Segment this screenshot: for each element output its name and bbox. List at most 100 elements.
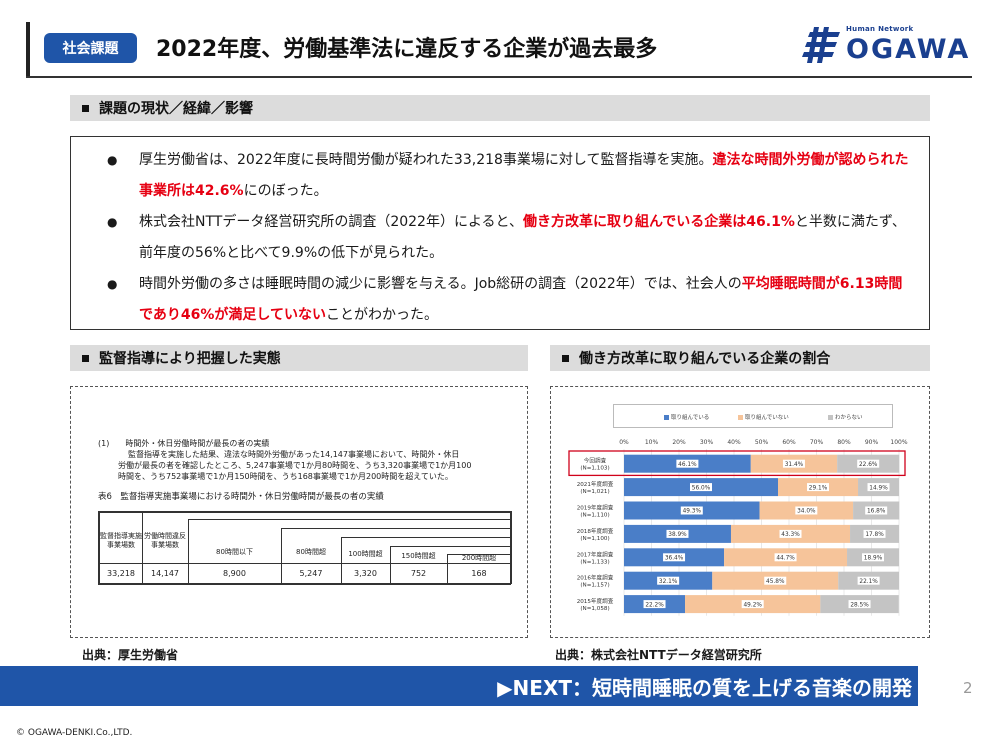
title-accent-bar [26,22,30,78]
table-value-cell: 8,900 [223,569,246,578]
next-topic-text: ▶NEXT：短時間睡眠の質を上げる音楽の開発 [497,675,912,700]
data-label: 36.4% [665,556,684,562]
logo-wordmark: OGAWA [846,34,971,65]
next-topic-banner: ▶NEXT：短時間睡眠の質を上げる音楽の開発 [0,666,918,706]
bullet-text-normal: ことがわかった。 [325,307,438,323]
table-value-cell: 33,218 [107,569,135,578]
bullet-dot-icon: ● [107,153,118,167]
copyright-notice: © OGAWA-DENKI.Co.,LTD. [16,728,133,738]
section-title: 働き方改革に取り組んでいる企業の割合 [579,351,831,367]
bullet-text-normal: 株式会社NTTデータ経営研究所の調査（2022年）によると、 [139,214,523,230]
data-label-bg [690,483,712,492]
inspection-table: 監督指導実施事業場数 労働時間違反事業場数 80時間以下 80時間超 100時間… [98,511,512,585]
data-label: 38.9% [668,532,687,538]
category-label: (N=1,103) [580,466,609,472]
category-label: 今回調査 [584,457,607,465]
logo-tagline: Human Network [846,25,914,33]
table-header-cell: 100時間超 [348,549,383,558]
x-tick-label: 70% [810,439,824,446]
doc-line: 時間を、うち752事業場で1か月150時間を、うち168事業場で1か月200時間… [118,472,453,481]
table-header-cell: 200時間超 [461,554,497,562]
data-label: 22.2% [645,602,664,608]
data-label: 43.3% [781,532,800,538]
bullet-text-highlight: 平均睡眠時間が6.13時間であり46%が満足していない [139,276,903,323]
data-label-bg [862,553,885,562]
legend-item: わからない [828,413,863,421]
section-title: 監督指導により把握した実態 [99,351,281,367]
bullet-text-highlight: 違法な時間外労働が認められた事業所は42.6% [139,152,909,199]
bullet-text-highlight: 働き方改革に取り組んでいる企業は46.1% [522,214,795,230]
square-bullet-icon [82,354,89,362]
section-title: 課題の現状／経緯／影響 [99,101,253,117]
page-number: 2 [963,679,973,697]
bullet-item: ● 株式会社NTTデータ経営研究所の調査（2022年）によると、働き方改革に取り… [107,207,909,269]
data-label-bg [857,576,880,585]
data-label: 56.0% [692,485,711,491]
data-label: 49.2% [743,602,762,608]
section-header-inspection: 監督指導により把握した実態 [70,345,528,371]
table-caption: 表6 監督指導実施事業場における時間外・休日労働時間が最長の者の実績 [98,492,384,502]
square-bullet-icon [562,354,569,362]
data-label: 17.8% [865,532,884,538]
data-label-bg [807,483,830,492]
data-label-bg [867,483,890,492]
category-label: 2017年度調査 [577,550,614,558]
category-label: (N=1,157) [580,583,609,589]
data-label-bg [741,600,764,609]
bullet-text-normal: 厚生労働省は、2022年度に長時間労働が疑われた33,218事業場に対して監督指… [139,152,713,168]
category-label: 2016年度調査 [577,574,614,582]
bullet-dot-icon: ● [107,215,118,229]
x-tick-label: 100% [890,439,907,446]
bullet-text-normal: 時間外労働の多さは睡眠時間の減少に影響を与える。Job総研の調査（2022年）で… [139,276,742,292]
table-value-cell: 5,247 [299,569,323,578]
data-label-bg [795,506,818,515]
source-note: 出典：厚生労働省 [82,648,179,662]
category-label: 2015年度調査 [577,597,614,605]
inspection-document-panel: (1) 時間外・休日労働時間が最長の者の実績 監督指導を実施した結果、違法な時間… [70,386,528,638]
section-header-workstyle-reform: 働き方改革に取り組んでいる企業の割合 [550,345,930,371]
category-label: 2019年度調査 [577,504,614,512]
data-label-bg [857,459,880,468]
data-label-bg [676,459,699,468]
category-label: 2018年度調査 [577,527,614,535]
page-title: 2022年度、労働基準法に違反する企業が過去最多 [156,37,658,62]
data-label-bg [680,506,703,515]
bullet-text-normal: と半数に満たず、前年度の56%と比べて9.9%の低下が見られた。 [139,214,906,261]
header-divider [26,76,972,78]
data-label: 22.1% [859,579,878,585]
table-header-cell: 監督指導実施事業場数 [100,532,142,549]
data-label: 34.0% [797,509,816,515]
table-value-cell: 168 [471,569,487,578]
bullet-text-normal: にのぼった。 [243,183,328,199]
bullet-dot-icon: ● [107,277,118,291]
data-label: 18.9% [864,556,883,562]
stacked-bar-chart: 0% 10% 20% 30% 40% 50% 60% 70% 80% 90% 100% 46.1% 31… [568,439,908,616]
data-label-bg [666,529,689,538]
square-bullet-icon [82,104,89,112]
logo-grid-icon [802,27,840,63]
status-bullet-box: ● 厚生労働省は、2022年度に長時間労働が疑われた33,218事業場に対して監… [70,136,930,330]
table-header-cell: 80時間超 [296,547,326,556]
bullet-text: 厚生労働省は、2022年度に長時間労働が疑われた33,218事業場に対して監督指… [139,145,909,207]
category-label: (N=1,110) [580,513,609,519]
source-note: 出典：株式会社NTTデータ経営研究所 [555,648,762,662]
x-tick-label: 30% [700,439,714,446]
table-header-cell: 労働時間違反事業場数 [144,532,186,549]
data-label-bg [643,600,666,609]
data-label-bg [865,506,888,515]
legend-swatch [664,415,669,420]
category-label: 2021年度調査 [577,480,614,488]
reform-chart-panel: 取り組んでいる 取り組んでいない わからない 0% 10% 20% 30% 40% 50%… [550,386,930,638]
data-label: 32.1% [659,579,678,585]
category-badge: 社会課題 [44,33,137,63]
category-label: (N=1,021) [580,489,609,495]
data-label: 31.4% [785,462,804,468]
data-label-bg [863,529,886,538]
chart-legend: 取り組んでいる 取り組んでいない わからない [613,404,893,428]
category-label: (N=1,100) [580,536,609,542]
data-label-bg [764,576,787,585]
data-label-bg [779,529,802,538]
table-header-cell: 150時間超 [401,551,436,560]
data-label-bg [848,600,871,609]
data-label: 16.8% [867,509,886,515]
